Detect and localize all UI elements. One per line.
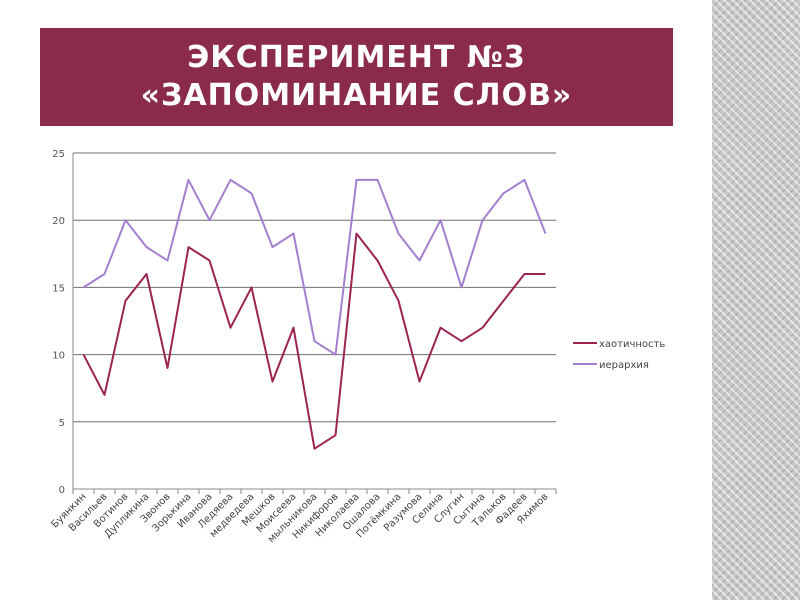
slide-title-line-1: ЭКСПЕРИМЕНТ №3 [187,40,526,75]
y-tick-label: 0 [59,485,65,496]
y-tick-label: 25 [52,149,65,160]
y-tick-label: 20 [52,216,65,227]
legend-label: иерархия [599,360,649,371]
series-line-chaos [82,232,546,450]
slide-title-line-2: «ЗАПОМИНАНИЕ СЛОВ» [140,78,573,113]
y-tick-label: 10 [52,351,65,362]
title-banner: ЭКСПЕРИМЕНТ №3 «ЗАПОМИНАНИЕ СЛОВ» [40,28,673,126]
y-tick-label: 5 [59,418,65,429]
legend-label: хаотичность [599,339,665,350]
series-line-hierarchy [82,178,547,356]
decorative-side-pattern [712,0,800,600]
y-tick-label: 15 [52,283,65,294]
